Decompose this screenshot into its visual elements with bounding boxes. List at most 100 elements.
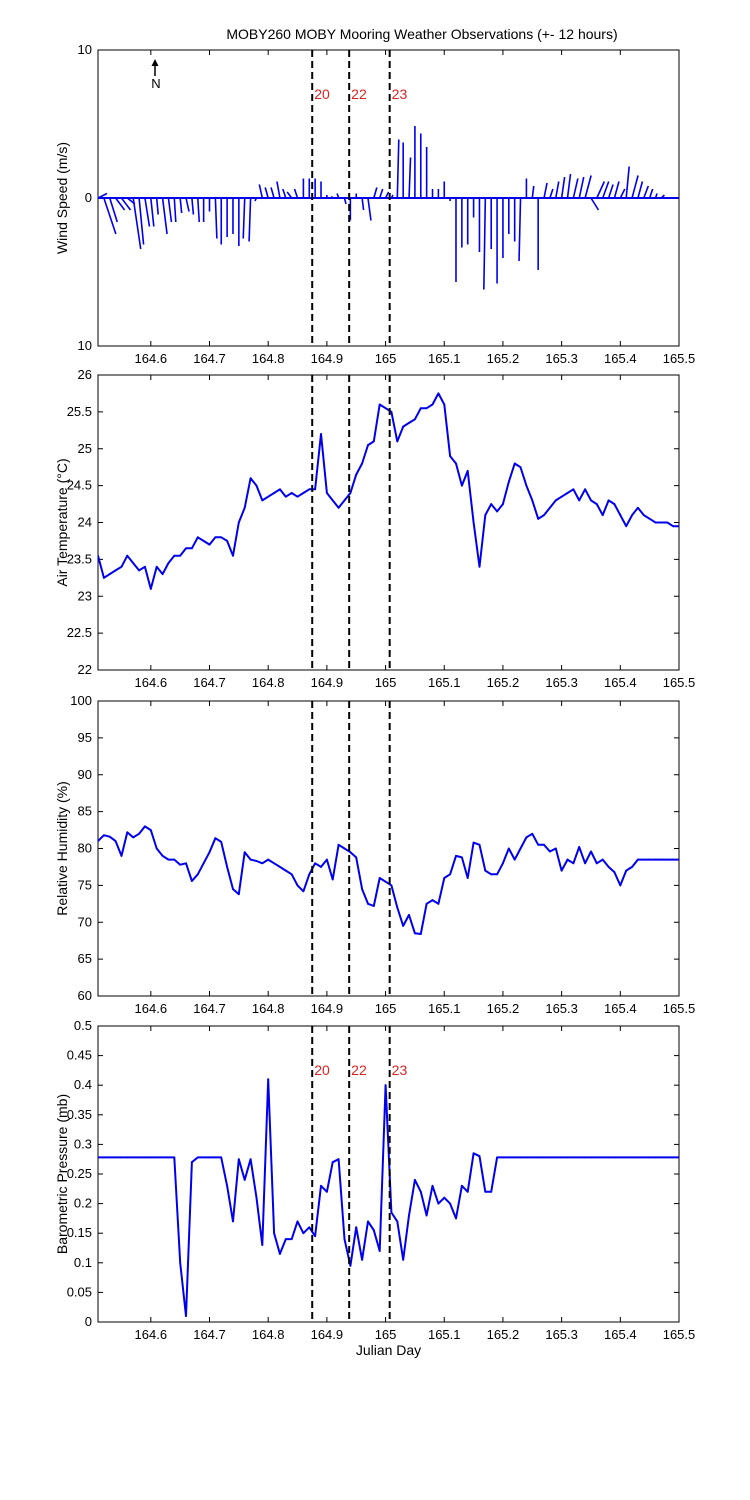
wind-stick bbox=[361, 197, 365, 211]
data-point bbox=[496, 873, 498, 876]
y-tick-label: 0.4 bbox=[74, 1077, 92, 1092]
data-point bbox=[167, 1156, 170, 1159]
x-tick-label: 164.9 bbox=[311, 351, 344, 366]
data-point bbox=[249, 477, 252, 480]
data-point bbox=[208, 1156, 211, 1159]
data-point bbox=[98, 1156, 99, 1159]
data-point bbox=[296, 1220, 299, 1223]
data-point bbox=[349, 1264, 352, 1267]
data-point bbox=[502, 862, 504, 865]
data-point bbox=[525, 484, 528, 487]
subplot-1: 164.6 164.7 164.8 164.9 165 165.1 165.2 165.3 16… bbox=[54, 42, 695, 366]
data-point bbox=[601, 1156, 604, 1159]
x-tick-label: 164.7 bbox=[193, 1327, 226, 1342]
data-point bbox=[560, 869, 563, 872]
wind-stick bbox=[549, 188, 554, 199]
data-point bbox=[590, 850, 592, 853]
x-tick-label: 164.6 bbox=[135, 351, 168, 366]
data-point bbox=[449, 873, 452, 876]
data-point bbox=[642, 514, 645, 517]
data-point bbox=[531, 499, 534, 502]
x-tick-label: 165.5 bbox=[663, 1327, 696, 1342]
data-point bbox=[543, 1156, 545, 1159]
data-point bbox=[308, 873, 311, 876]
y-tick-label: 75 bbox=[78, 877, 92, 892]
data-point bbox=[196, 1156, 199, 1159]
data-point bbox=[273, 862, 275, 865]
data-point bbox=[149, 587, 152, 590]
wind-stick bbox=[98, 192, 108, 199]
data-point bbox=[249, 858, 252, 861]
wind-stick bbox=[531, 185, 535, 199]
data-point bbox=[607, 866, 610, 868]
data-point bbox=[455, 1217, 457, 1220]
y-axis-label: Barometric Pressure (mb) bbox=[54, 1094, 70, 1254]
x-tick-label: 165.2 bbox=[487, 1327, 520, 1342]
data-point bbox=[255, 1196, 258, 1199]
data-point bbox=[132, 836, 135, 839]
data-point bbox=[120, 565, 123, 568]
data-point bbox=[537, 843, 540, 846]
data-point bbox=[179, 554, 182, 557]
data-point bbox=[308, 488, 311, 491]
wind-stick bbox=[660, 194, 665, 199]
data-point bbox=[414, 932, 416, 935]
data-point bbox=[554, 499, 557, 502]
x-tick-label: 165.3 bbox=[545, 351, 578, 366]
data-point bbox=[449, 1202, 452, 1205]
data-point bbox=[320, 866, 322, 868]
data-point bbox=[390, 410, 393, 413]
wind-stick bbox=[132, 197, 142, 250]
data-point bbox=[325, 858, 328, 861]
data-point bbox=[502, 503, 504, 505]
y-tick-label: 0 bbox=[85, 190, 92, 205]
wind-stick bbox=[150, 197, 155, 227]
wind-stick bbox=[248, 197, 252, 242]
data-point bbox=[507, 847, 510, 850]
x-tick-label: 164.8 bbox=[252, 1327, 285, 1342]
wind-stick bbox=[155, 197, 159, 215]
data-point bbox=[595, 503, 598, 505]
data-point bbox=[460, 856, 463, 859]
x-tick-label: 164.8 bbox=[252, 675, 285, 690]
wind-stick bbox=[185, 197, 190, 212]
x-tick-label: 164.8 bbox=[252, 351, 285, 366]
data-point bbox=[161, 854, 164, 857]
data-point bbox=[314, 488, 317, 491]
data-point bbox=[243, 1179, 246, 1181]
x-tick-label: 164.6 bbox=[135, 1327, 168, 1342]
data-point bbox=[460, 484, 463, 487]
wind-stick bbox=[103, 197, 117, 235]
data-point bbox=[237, 1158, 240, 1161]
subplot-2: 164.6 164.7 164.8 164.9 165 165.1 165.2 165.3 16… bbox=[54, 367, 695, 690]
data-point bbox=[220, 536, 223, 539]
data-point bbox=[367, 1220, 369, 1223]
x-tick-label: 165.3 bbox=[545, 1327, 578, 1342]
data-point bbox=[666, 1156, 669, 1159]
wind-stick bbox=[191, 197, 195, 215]
data-point bbox=[396, 1220, 399, 1223]
data-point bbox=[185, 862, 187, 865]
x-tick-label: 165.5 bbox=[663, 1001, 696, 1016]
data-point bbox=[595, 862, 598, 865]
marker-label: 20 bbox=[314, 86, 330, 102]
data-point bbox=[343, 1238, 346, 1241]
data-point bbox=[431, 403, 434, 406]
data-point bbox=[513, 1156, 516, 1159]
wind-stick bbox=[144, 197, 151, 227]
data-point bbox=[355, 856, 358, 859]
data-point bbox=[367, 444, 369, 446]
x-tick-label: 165.1 bbox=[428, 351, 461, 366]
wind-stick bbox=[560, 176, 566, 199]
data-point bbox=[408, 422, 410, 424]
data-point bbox=[325, 492, 328, 494]
data-point bbox=[654, 521, 657, 524]
data-point bbox=[243, 851, 246, 854]
data-point bbox=[648, 858, 651, 861]
data-point bbox=[243, 506, 246, 509]
data-point bbox=[202, 1156, 205, 1159]
data-point bbox=[525, 1156, 528, 1159]
data-point bbox=[666, 858, 669, 861]
data-point bbox=[572, 488, 575, 491]
data-point bbox=[625, 1156, 628, 1159]
